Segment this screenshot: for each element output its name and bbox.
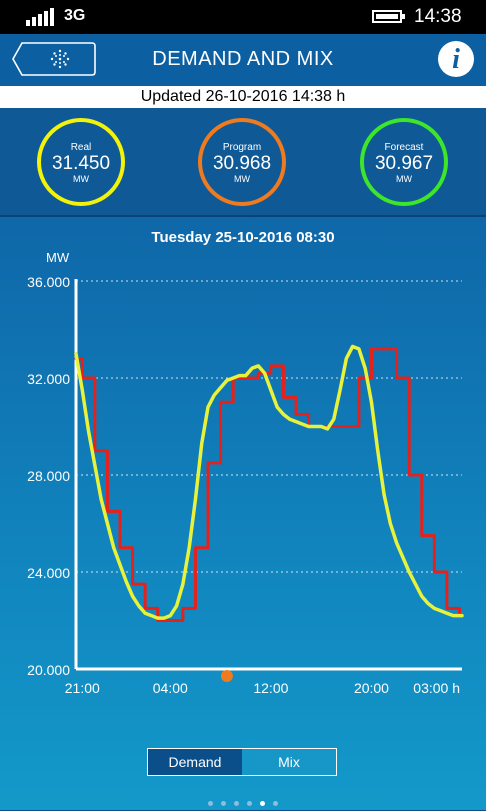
gauge-real: Real 31.450 MW bbox=[37, 118, 125, 206]
status-time: 14:38 bbox=[414, 6, 462, 27]
network-type: 3G bbox=[64, 7, 86, 24]
app-header: DEMAND AND MIX i bbox=[0, 34, 486, 86]
signal-icon bbox=[26, 8, 54, 26]
gauge-value: 30.967 bbox=[374, 153, 434, 174]
demand-chart[interactable]: MW 20.000 24.000 28.000 32.000 36.000 21:00 04:… bbox=[0, 217, 486, 717]
y-tick-label: 20.000 bbox=[27, 662, 70, 678]
tab-demand[interactable]: Demand bbox=[148, 749, 242, 775]
page-dot[interactable] bbox=[208, 801, 213, 806]
page-dot[interactable] bbox=[221, 801, 226, 806]
chart-area: Tuesday 25-10-2016 08:30 MW 20.000 24.000 2… bbox=[0, 217, 486, 810]
time-marker bbox=[220, 670, 233, 682]
gauge-value: 30.968 bbox=[212, 153, 272, 174]
chart-title: Tuesday 25-10-2016 08:30 bbox=[151, 229, 335, 246]
page-dot[interactable] bbox=[234, 801, 239, 806]
gauge-unit: MW bbox=[234, 174, 250, 184]
gauge-unit: MW bbox=[396, 174, 412, 184]
gauge-label: Program bbox=[222, 142, 262, 153]
y-tick-label: 36.000 bbox=[27, 274, 70, 290]
y-tick-label: 24.000 bbox=[27, 565, 70, 581]
x-tick-label: 21:00 bbox=[65, 680, 100, 696]
gauge-label: Forecast bbox=[384, 142, 424, 153]
page-dot[interactable] bbox=[273, 801, 278, 806]
page-title: DEMAND AND MIX bbox=[152, 48, 334, 70]
updated-timestamp: Updated 26-10-2016 14:38 h bbox=[0, 86, 486, 108]
logo-icon bbox=[50, 49, 70, 69]
battery-icon bbox=[372, 10, 405, 23]
gauge-program: Program 30.968 MW bbox=[198, 118, 286, 206]
page-dot[interactable] bbox=[247, 801, 252, 806]
y-axis-label: MW bbox=[46, 250, 70, 265]
x-tick-label: 04:00 bbox=[153, 680, 188, 696]
series-line-real bbox=[74, 344, 464, 620]
gauge-value: 31.450 bbox=[51, 153, 111, 174]
y-tick-label: 28.000 bbox=[27, 468, 70, 484]
gauge-unit: MW bbox=[73, 174, 89, 184]
gauge-forecast: Forecast 30.967 MW bbox=[360, 118, 448, 206]
back-button[interactable] bbox=[12, 42, 96, 76]
page-dot[interactable] bbox=[260, 801, 265, 806]
gauge-label: Real bbox=[70, 142, 92, 153]
status-bar: 3G 14:38 bbox=[0, 0, 486, 34]
y-tick-label: 32.000 bbox=[27, 371, 70, 387]
gauge-panel: Real 31.450 MW Program 30.968 MW Forecas… bbox=[0, 108, 486, 217]
page-indicator bbox=[0, 793, 486, 811]
x-tick-label: 12:00 bbox=[253, 680, 288, 696]
x-tick-label: 20:00 bbox=[354, 680, 389, 696]
series-line-program bbox=[74, 347, 461, 622]
view-toggle: Demand Mix bbox=[147, 748, 337, 776]
tab-mix[interactable]: Mix bbox=[242, 749, 336, 775]
info-button[interactable]: i bbox=[438, 41, 474, 77]
x-tick-label: 03:00 h bbox=[413, 680, 460, 696]
